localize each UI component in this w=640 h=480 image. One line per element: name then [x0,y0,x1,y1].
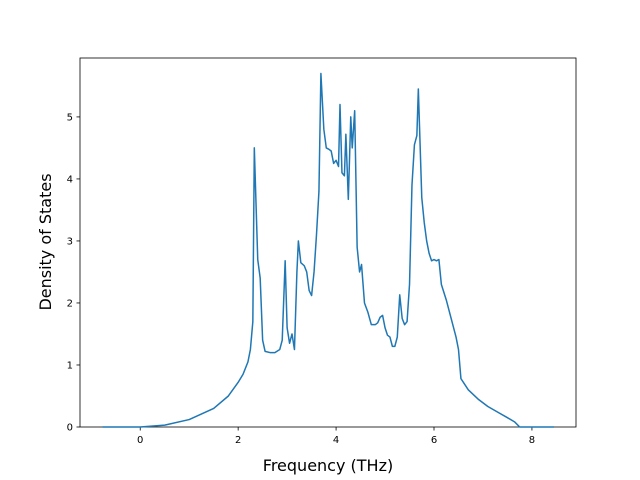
x-tick-label: 8 [529,435,535,446]
y-tick-label: 1 [67,360,73,371]
y-tick-label: 0 [67,423,73,434]
x-tick-label: 4 [333,435,339,446]
x-tick-label: 6 [431,435,437,446]
x-axis-label: Frequency (THz) [263,456,393,475]
y-tick-label: 5 [67,112,73,123]
x-tick-label: 2 [235,435,241,446]
y-tick-label: 2 [67,298,73,309]
x-tick-label: 0 [137,435,143,446]
y-tick-label: 4 [67,174,73,185]
axes-frame [79,57,577,428]
y-tick-label: 3 [67,236,73,247]
y-axis-label: Density of States [36,173,55,310]
data-line [102,72,554,428]
